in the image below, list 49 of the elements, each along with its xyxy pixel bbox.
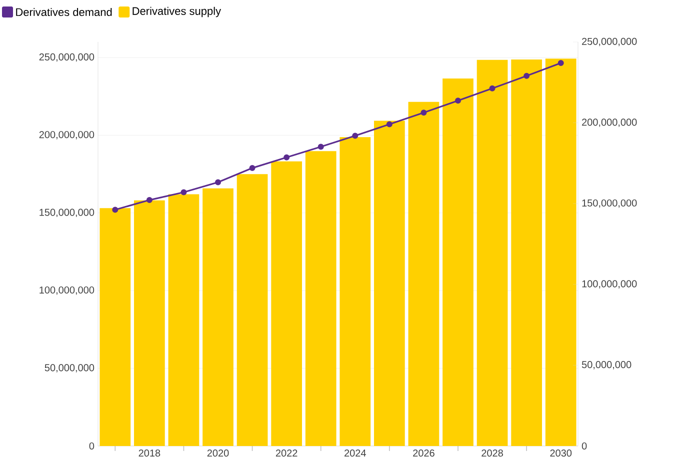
x-tick-label: 2026 xyxy=(413,450,434,457)
x-tick-label: 2030 xyxy=(550,450,572,457)
bar xyxy=(271,161,302,446)
x-tick-label: 2020 xyxy=(207,450,229,457)
bar xyxy=(476,60,508,446)
x-tick-label: 2018 xyxy=(138,450,160,457)
x-tick-label: 2022 xyxy=(276,450,298,457)
point xyxy=(489,85,496,92)
point xyxy=(352,132,358,139)
y2-tick-label: 250,000,000 xyxy=(582,38,637,46)
x-tick-label: 2024 xyxy=(344,450,366,457)
point xyxy=(386,121,392,128)
y2-tick-label: 200,000,000 xyxy=(582,118,637,127)
y-tick-label: 50,000,000 xyxy=(44,364,94,372)
point xyxy=(146,197,152,204)
y2-tick-label: 50,000,000 xyxy=(582,361,632,370)
point xyxy=(420,110,427,116)
y-tick-label: 150,000,000 xyxy=(40,208,94,218)
bar xyxy=(236,174,268,446)
y-tick-label: 250,000,000 xyxy=(39,53,94,62)
point xyxy=(284,154,290,160)
bar xyxy=(202,188,234,446)
point xyxy=(249,165,256,172)
y2-tick-label: 0 xyxy=(582,442,587,450)
y2-tick-label: 150,000,000 xyxy=(582,199,637,208)
point xyxy=(112,206,118,213)
bar xyxy=(511,60,542,446)
bar xyxy=(134,200,165,446)
point xyxy=(180,189,187,196)
bar xyxy=(374,120,405,446)
point xyxy=(455,98,461,104)
bar xyxy=(100,208,131,446)
point xyxy=(215,179,222,186)
bar xyxy=(442,78,474,446)
legend-label: Derivatives supply xyxy=(132,6,222,18)
x-tick-label: 2028 xyxy=(482,450,503,457)
point xyxy=(318,144,324,150)
bar xyxy=(408,102,440,446)
y-tick-label: 0 xyxy=(89,442,94,450)
bar xyxy=(305,151,336,446)
bar xyxy=(545,58,576,446)
y-tick-label: 200,000,000 xyxy=(39,131,94,140)
y-tick-label: 100,000,000 xyxy=(40,286,94,295)
bar xyxy=(168,194,200,446)
legend-label: Derivatives demand xyxy=(16,8,112,16)
point xyxy=(524,72,530,79)
bar xyxy=(340,137,371,446)
point xyxy=(558,60,564,66)
y2-tick-label: 100,000,000 xyxy=(582,280,637,289)
